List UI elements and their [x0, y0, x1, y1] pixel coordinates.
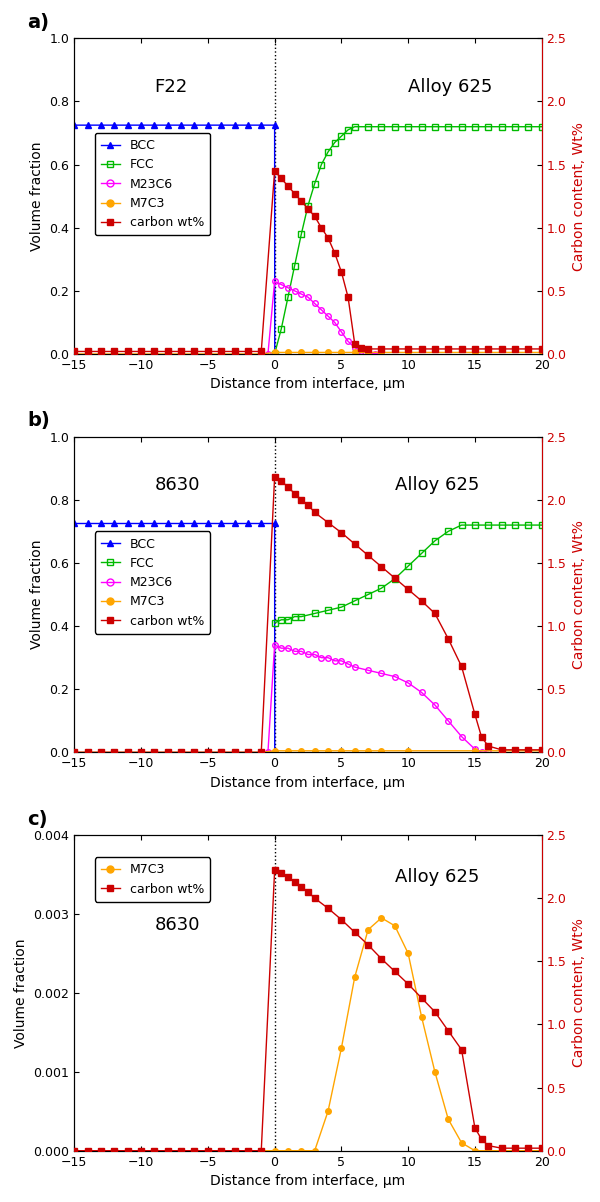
X-axis label: Distance from interface, μm: Distance from interface, μm — [211, 377, 406, 392]
Legend: BCC, FCC, M23C6, M7C3, carbon wt%: BCC, FCC, M23C6, M7C3, carbon wt% — [95, 531, 210, 633]
X-axis label: Distance from interface, μm: Distance from interface, μm — [211, 1174, 406, 1188]
Text: Alloy 625: Alloy 625 — [395, 476, 479, 494]
Text: F22: F22 — [154, 78, 188, 96]
Y-axis label: Volume fraction: Volume fraction — [30, 540, 44, 649]
Legend: BCC, FCC, M23C6, M7C3, carbon wt%: BCC, FCC, M23C6, M7C3, carbon wt% — [95, 133, 210, 236]
Text: Alloy 625: Alloy 625 — [408, 78, 493, 96]
Y-axis label: Volume fraction: Volume fraction — [14, 938, 28, 1048]
Text: c): c) — [28, 810, 48, 828]
X-axis label: Distance from interface, μm: Distance from interface, μm — [211, 775, 406, 790]
Text: Alloy 625: Alloy 625 — [395, 868, 479, 886]
Legend: M7C3, carbon wt%: M7C3, carbon wt% — [95, 857, 210, 902]
Text: 8630: 8630 — [154, 476, 200, 494]
Text: b): b) — [28, 411, 50, 430]
Y-axis label: Carbon content, Wt%: Carbon content, Wt% — [572, 918, 586, 1067]
Text: a): a) — [28, 13, 50, 32]
Y-axis label: Carbon content, Wt%: Carbon content, Wt% — [572, 520, 586, 670]
Text: 8630: 8630 — [154, 916, 200, 934]
Y-axis label: Volume fraction: Volume fraction — [30, 142, 44, 251]
Y-axis label: Carbon content, Wt%: Carbon content, Wt% — [572, 121, 586, 270]
